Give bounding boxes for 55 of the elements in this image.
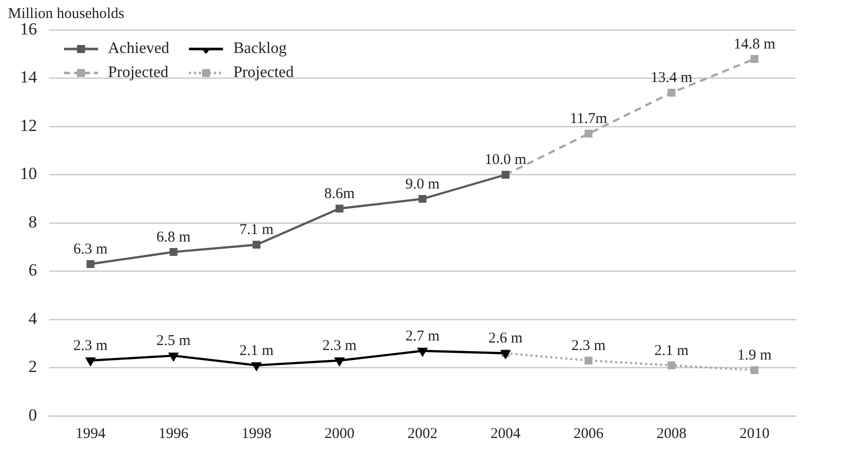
y-tick-label: 4 [28,308,38,328]
point [336,204,344,212]
data-label: 10.0 m [484,152,527,168]
point [168,352,178,361]
point [86,260,94,268]
x-tick-label: 1998 [242,426,272,442]
point [668,361,676,370]
data-label: 11.7m [570,111,608,128]
y-tick-label: 2 [28,357,37,376]
data-label: 7.1 m [239,222,274,238]
y-tick-label: 8 [28,212,37,232]
y-tick-label: 6 [28,260,37,280]
point [418,194,426,203]
legend-label: Projected [108,64,168,82]
point [584,356,592,364]
data-label: 9.0 m [405,176,440,192]
point [170,248,178,256]
data-label: 2.5 m [156,333,191,350]
data-label: 8.6m [324,186,356,202]
data-label: 2.3 m [73,338,108,354]
y-tick-label: 12 [20,116,37,135]
x-tick-label: 2000 [324,426,354,442]
data-label: 13.4 m [650,70,693,86]
point [252,362,262,370]
point [418,348,428,356]
x-tick-label: 2010 [740,426,770,442]
x-tick-label: 2004 [490,426,521,442]
x-tick-label: 1996 [158,426,189,442]
data-label: 6.3 m [73,241,108,258]
data-label: 2.1 m [239,342,274,359]
x-tick-label: 1994 [76,426,106,442]
x-tick-label: 2006 [574,426,604,442]
y-tick-label: 0 [28,405,37,424]
data-label: 2.1 m [654,342,689,359]
point [750,55,758,63]
point [668,88,676,97]
legend-label: Achieved [108,40,170,58]
legend-label: Backlog [233,40,287,58]
point [584,130,592,138]
point [334,357,344,366]
y-tick-label: 14 [20,68,38,87]
y-tick-label: 10 [20,164,37,184]
data-label: 6.8 m [156,229,191,246]
data-label: 2.3 m [322,338,357,354]
x-tick-label: 2002 [408,426,438,442]
legend-label: Projected [233,64,294,82]
data-label: 1.9 m [737,348,772,364]
data-label: 2.6 m [488,330,523,347]
point [86,357,96,366]
x-tick-label: 2008 [656,426,686,442]
data-label: 2.7 m [405,328,440,344]
data-label: 2.3 m [571,338,606,354]
point [750,366,758,374]
data-label: 14.8 m [734,36,776,52]
point [252,240,260,249]
